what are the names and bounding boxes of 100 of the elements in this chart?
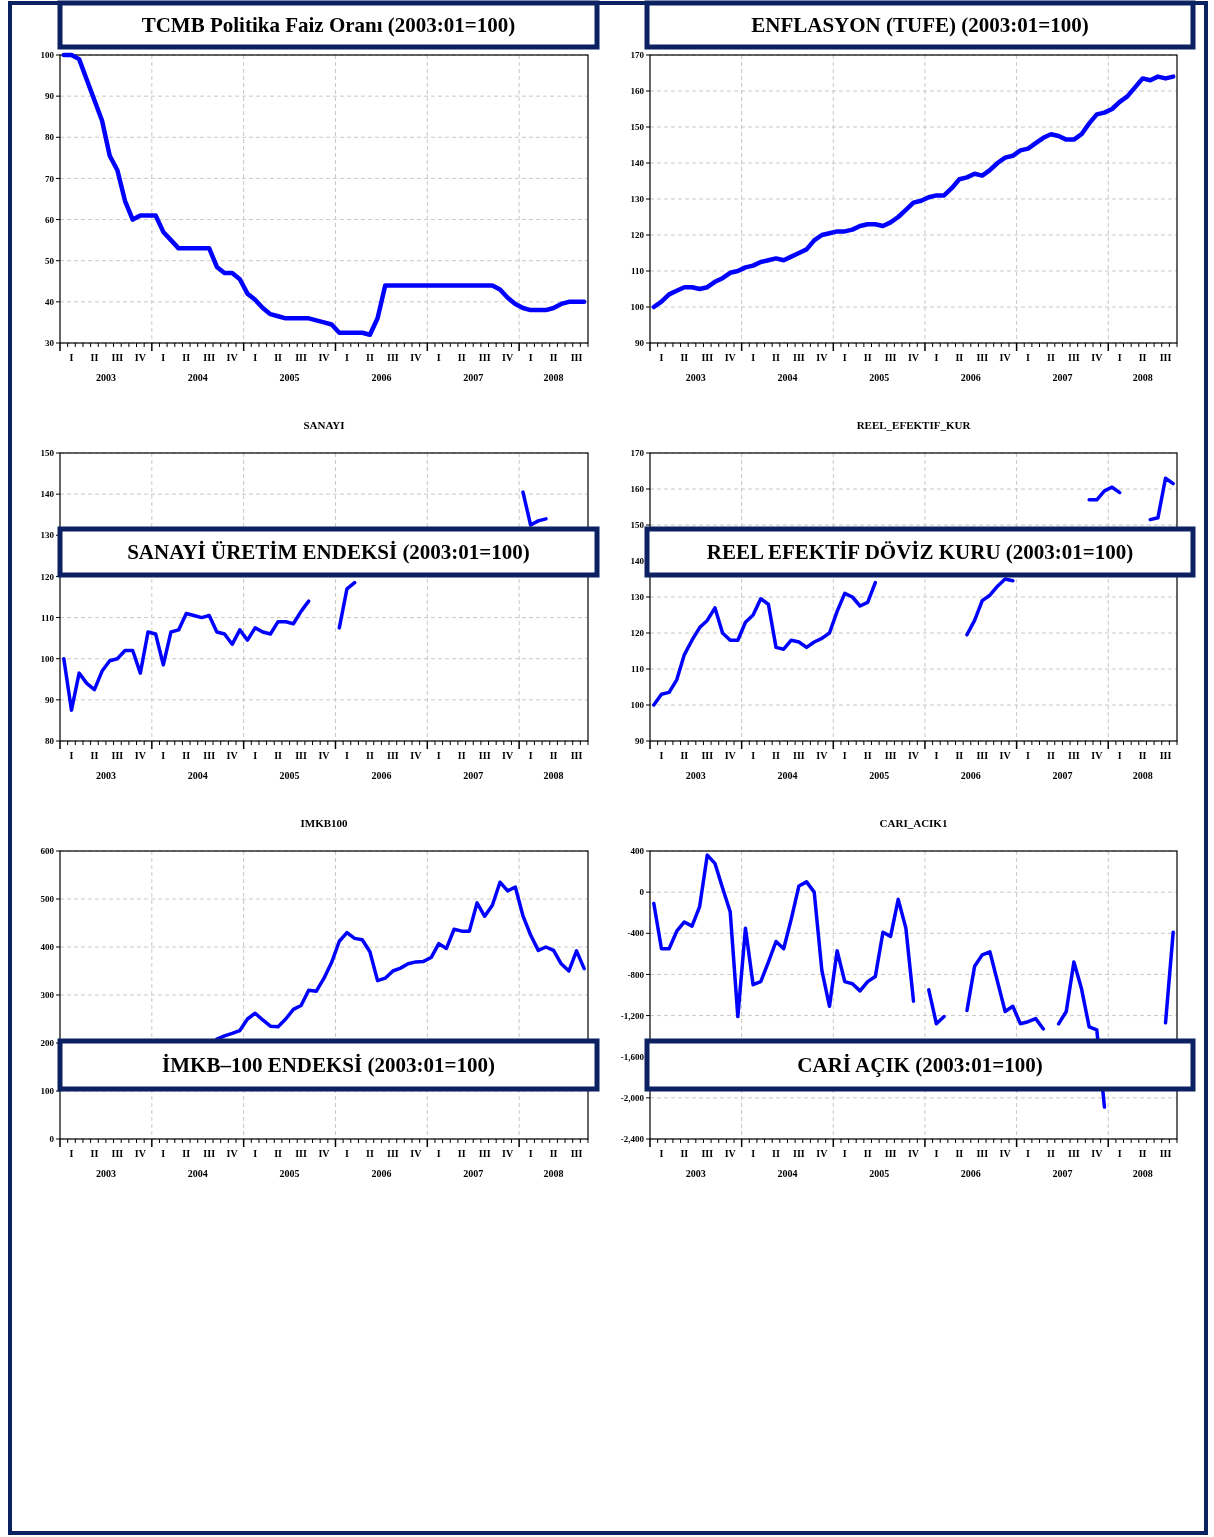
text: 2003: [95, 372, 116, 383]
x-tick-label: IV: [318, 1148, 331, 1159]
y-tick-label: 130: [40, 530, 55, 541]
x-tick-label: III: [976, 750, 989, 761]
x-tick-label: II: [549, 352, 558, 363]
y-tick-label: -1,200: [620, 1010, 645, 1021]
x-tick-label: I: [436, 750, 441, 761]
x-tick-label: IV: [318, 352, 331, 363]
text: SANAYİ ÜRETİM ENDEKSİ (2003:01=100): [127, 540, 530, 565]
x-tick-label: I: [345, 750, 349, 761]
text: 2003: [95, 770, 116, 781]
x-tick-label: I: [1026, 750, 1031, 761]
y-tick-label: 120: [630, 628, 645, 639]
y-tick-label: 60: [45, 214, 55, 225]
y-tick-label: 100: [40, 1086, 55, 1097]
y-tick-label: 140: [630, 158, 645, 169]
x-tick-label: III: [203, 352, 216, 363]
x-tick-label: I: [161, 352, 166, 363]
y-tick-label: 300: [40, 990, 55, 1001]
y-tick-label: 130: [630, 194, 645, 205]
x-tick-label: I: [528, 750, 533, 761]
x-tick-label: III: [976, 352, 989, 363]
y-tick-label: -800: [627, 969, 645, 980]
text: 2006: [960, 372, 981, 383]
y-tick-label: 400: [630, 846, 645, 857]
y-tick-label: 600: [40, 846, 55, 857]
x-tick-label: IV: [816, 750, 829, 761]
x-tick-label: II: [680, 352, 689, 363]
y-tick-label: 150: [630, 520, 645, 531]
text: 2003: [95, 1168, 116, 1179]
x-tick-label: III: [295, 750, 307, 761]
x-tick-label: IV: [134, 352, 147, 363]
x-tick-label: IV: [226, 352, 239, 363]
x-tick-label: I: [1117, 1148, 1122, 1159]
line-series: [215, 880, 586, 1041]
y-tick-label: 160: [630, 86, 645, 97]
x-tick-label: IV: [724, 352, 737, 363]
y-tick-label: 500: [40, 894, 55, 905]
y-tick-label: 90: [45, 91, 55, 102]
line-series: [651, 74, 1176, 310]
x-tick-label: IV: [134, 1148, 147, 1159]
x-tick-label: II: [274, 352, 283, 363]
chart-title: ENFLASYON (TUFE) (2003:01=100): [751, 13, 1089, 38]
text: 2007: [463, 372, 484, 383]
text: 2007: [463, 770, 484, 781]
x-tick-label: IV: [410, 1148, 423, 1159]
x-tick-label: I: [1117, 352, 1122, 363]
x-tick-label: IV: [724, 750, 737, 761]
x-tick-label: IV: [816, 1148, 829, 1159]
text: 2007: [1052, 770, 1073, 781]
x-tick-label: IV: [410, 750, 423, 761]
y-tick-label: 100: [630, 700, 645, 711]
y-tick-label: 50: [45, 255, 55, 266]
text: 2008: [543, 372, 564, 383]
x-tick-label: IV: [724, 1148, 737, 1159]
x-tick-label: III: [111, 750, 124, 761]
text: 2006: [371, 372, 392, 383]
x-tick-label: I: [528, 352, 533, 363]
x-tick-label: II: [955, 352, 964, 363]
x-tick-label: II: [274, 1148, 283, 1159]
text: 2006: [960, 1168, 981, 1179]
x-tick-label: I: [934, 352, 939, 363]
text: 2005: [279, 1168, 300, 1179]
x-tick-label: III: [387, 1148, 399, 1159]
x-tick-label: III: [701, 1148, 714, 1159]
text: 2004: [777, 372, 798, 383]
x-tick-label: II: [182, 1148, 191, 1159]
x-tick-label: I: [1026, 352, 1031, 363]
y-tick-label: 200: [40, 1038, 55, 1049]
text: 2005: [869, 770, 890, 781]
text: 2008: [1132, 1168, 1153, 1179]
x-tick-label: IV: [410, 352, 423, 363]
x-tick-label: I: [528, 1148, 533, 1159]
text: 2007: [463, 1168, 484, 1179]
y-tick-label: 400: [40, 942, 55, 953]
x-tick-label: II: [457, 750, 466, 761]
x-tick-label: III: [1159, 352, 1172, 363]
x-tick-label: I: [751, 1148, 756, 1159]
x-tick-label: II: [680, 750, 689, 761]
x-tick-label: III: [701, 352, 714, 363]
text: İMKB–100 ENDEKSİ (2003:01=100): [162, 1053, 495, 1078]
x-tick-label: IV: [226, 1148, 239, 1159]
x-tick-label: II: [955, 1148, 964, 1159]
x-tick-label: I: [842, 352, 847, 363]
x-tick-label: III: [478, 1148, 491, 1159]
x-tick-label: IV: [1091, 750, 1104, 761]
text: 2003: [685, 372, 706, 383]
text: 2005: [279, 770, 300, 781]
y-tick-label: -1,600: [620, 1051, 645, 1062]
y-tick-label: 80: [45, 132, 55, 143]
x-tick-label: III: [295, 1148, 307, 1159]
text: 2008: [1132, 372, 1153, 383]
y-tick-label: 170: [630, 50, 645, 61]
x-tick-label: I: [345, 1148, 349, 1159]
y-tick-label: -2,000: [620, 1093, 645, 1104]
x-tick-label: IV: [1091, 1148, 1104, 1159]
y-tick-label: 110: [630, 664, 645, 675]
y-tick-label: 120: [40, 571, 55, 582]
x-tick-label: I: [934, 1148, 939, 1159]
x-tick-label: II: [1047, 1148, 1055, 1159]
